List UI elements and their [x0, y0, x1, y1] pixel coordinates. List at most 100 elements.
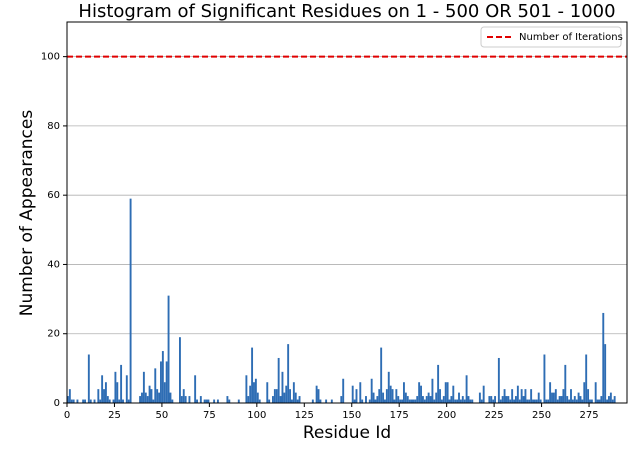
- bar: [575, 399, 578, 403]
- bar: [613, 396, 616, 403]
- bar: [461, 396, 464, 403]
- y-tick-label: 0: [54, 398, 60, 409]
- x-tick-label: 50: [156, 410, 169, 421]
- bar: [562, 389, 565, 403]
- bar: [465, 375, 468, 403]
- bar: [384, 399, 386, 403]
- bar: [237, 399, 240, 403]
- bar: [414, 399, 417, 403]
- y-axis-label: Number of Appearances: [17, 110, 37, 317]
- bar: [458, 392, 460, 403]
- x-tick-label: 125: [295, 410, 314, 421]
- bar: [522, 396, 525, 403]
- bar: [526, 399, 529, 403]
- bar: [258, 399, 261, 403]
- bar: [319, 399, 322, 403]
- bar: [539, 399, 542, 403]
- bar: [594, 382, 597, 403]
- bar: [416, 396, 419, 403]
- bar: [410, 399, 413, 403]
- bar: [317, 389, 320, 403]
- bar: [167, 295, 170, 403]
- bar: [611, 399, 614, 403]
- bar: [440, 399, 443, 403]
- bar: [423, 399, 426, 403]
- bar: [169, 392, 172, 403]
- bar: [577, 392, 580, 403]
- bar: [67, 396, 69, 403]
- bar: [435, 392, 438, 403]
- bar: [482, 385, 485, 403]
- bar: [129, 198, 132, 403]
- bar: [420, 385, 422, 403]
- bar: [471, 399, 474, 403]
- x-tick-label: 175: [390, 410, 409, 421]
- legend-box: [480, 26, 622, 48]
- bar: [249, 385, 252, 403]
- bar: [97, 389, 100, 403]
- bar: [391, 389, 394, 403]
- bar: [283, 392, 286, 403]
- bar: [448, 399, 451, 403]
- bar: [184, 396, 187, 403]
- bar: [245, 375, 248, 403]
- bar: [463, 399, 466, 403]
- bar: [266, 382, 269, 403]
- bar: [372, 392, 375, 403]
- bar: [583, 382, 586, 403]
- bar: [370, 378, 373, 403]
- bar: [558, 396, 561, 403]
- bar: [393, 399, 396, 403]
- x-tick-label: 25: [108, 410, 121, 421]
- bar: [247, 396, 250, 403]
- bar: [520, 389, 523, 403]
- bar: [551, 392, 553, 403]
- bar: [454, 399, 457, 403]
- bar: [554, 389, 557, 403]
- bar: [439, 389, 441, 403]
- bar: [294, 392, 297, 403]
- bar: [148, 385, 151, 403]
- bar: [421, 396, 424, 403]
- bar: [298, 396, 301, 403]
- bar: [291, 399, 293, 403]
- bar: [566, 396, 569, 403]
- bar: [429, 396, 432, 403]
- bar: [213, 399, 216, 403]
- bar: [397, 396, 400, 403]
- bar: [182, 389, 185, 403]
- bar: [499, 399, 502, 403]
- bar: [118, 399, 121, 403]
- bar: [287, 344, 290, 403]
- bar: [207, 399, 210, 403]
- bar: [226, 396, 229, 403]
- bar: [342, 378, 345, 403]
- bar: [340, 396, 343, 403]
- bar: [216, 399, 219, 403]
- bar: [82, 399, 85, 403]
- bar: [361, 399, 364, 403]
- bar: [442, 396, 445, 403]
- bar: [311, 399, 314, 403]
- bar: [587, 389, 590, 403]
- bar: [556, 399, 559, 403]
- bar: [256, 392, 259, 403]
- bar: [480, 399, 483, 403]
- bar: [433, 399, 436, 403]
- bar: [205, 399, 208, 403]
- bar: [589, 399, 591, 403]
- bar: [194, 375, 197, 403]
- bar: [285, 385, 288, 403]
- bar: [315, 385, 318, 403]
- bar: [150, 389, 153, 403]
- bar: [359, 382, 362, 403]
- legend-label: Number of Iterations: [519, 32, 623, 43]
- bar: [171, 399, 174, 403]
- bar: [365, 396, 367, 403]
- bar: [120, 364, 123, 403]
- bar: [114, 371, 117, 403]
- bar: [199, 396, 202, 403]
- bar: [570, 389, 572, 403]
- bar: [112, 399, 115, 403]
